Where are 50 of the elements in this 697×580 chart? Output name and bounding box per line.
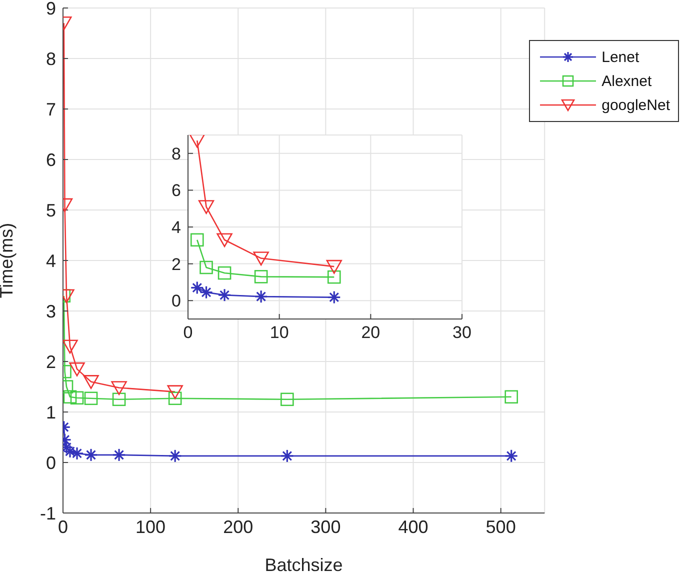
point xyxy=(326,260,342,274)
point xyxy=(168,392,182,406)
point xyxy=(216,233,232,248)
y-tick-label: 6 xyxy=(46,150,56,170)
point xyxy=(189,135,205,148)
point xyxy=(69,362,85,376)
x-axis-title: Batchsize xyxy=(264,555,343,575)
y-tick-label: 7 xyxy=(46,99,56,120)
y-tick-label: 9 xyxy=(46,0,56,18)
y-tick-label: 4 xyxy=(172,218,181,238)
point xyxy=(200,260,213,274)
y-tick-label: -1 xyxy=(40,503,56,524)
y-tick-label: 2 xyxy=(46,352,56,372)
x-tick-label: 10 xyxy=(270,323,289,342)
point xyxy=(83,375,99,389)
y-tick-label: 0 xyxy=(46,452,56,473)
y-tick-label: 4 xyxy=(46,250,56,271)
x-tick-label: 500 xyxy=(486,516,516,537)
y-tick-label: 8 xyxy=(172,144,181,164)
point xyxy=(504,390,518,404)
point xyxy=(111,381,127,396)
y-tick-label: 8 xyxy=(46,48,56,69)
y-tick-label: 5 xyxy=(46,200,56,220)
point xyxy=(218,266,232,280)
point xyxy=(327,270,341,284)
point xyxy=(254,270,268,284)
point xyxy=(84,392,98,406)
point xyxy=(190,233,204,247)
y-tick-label: 3 xyxy=(46,301,56,322)
point xyxy=(253,252,269,266)
x-tick-label: 200 xyxy=(223,516,254,537)
x-tick-label: 30 xyxy=(452,323,472,342)
point xyxy=(167,385,183,400)
point xyxy=(198,200,214,214)
point xyxy=(63,340,78,354)
y-tick-label: 2 xyxy=(172,254,181,274)
point xyxy=(112,392,126,406)
point xyxy=(280,392,294,406)
y-tick-label: 6 xyxy=(172,181,181,200)
x-tick-label: 300 xyxy=(310,516,341,537)
legend-label: Lenet xyxy=(602,48,640,66)
legend-label: Alexnet xyxy=(602,72,652,90)
point xyxy=(63,390,77,404)
point xyxy=(70,391,84,405)
x-tick-label: 100 xyxy=(136,516,166,537)
y-tick-label: 0 xyxy=(172,292,181,311)
y-tick-label: 1 xyxy=(46,402,56,422)
x-tick-label: 400 xyxy=(398,516,428,537)
legend-label: googleNet xyxy=(602,96,670,114)
x-tick-label: 20 xyxy=(361,323,380,342)
